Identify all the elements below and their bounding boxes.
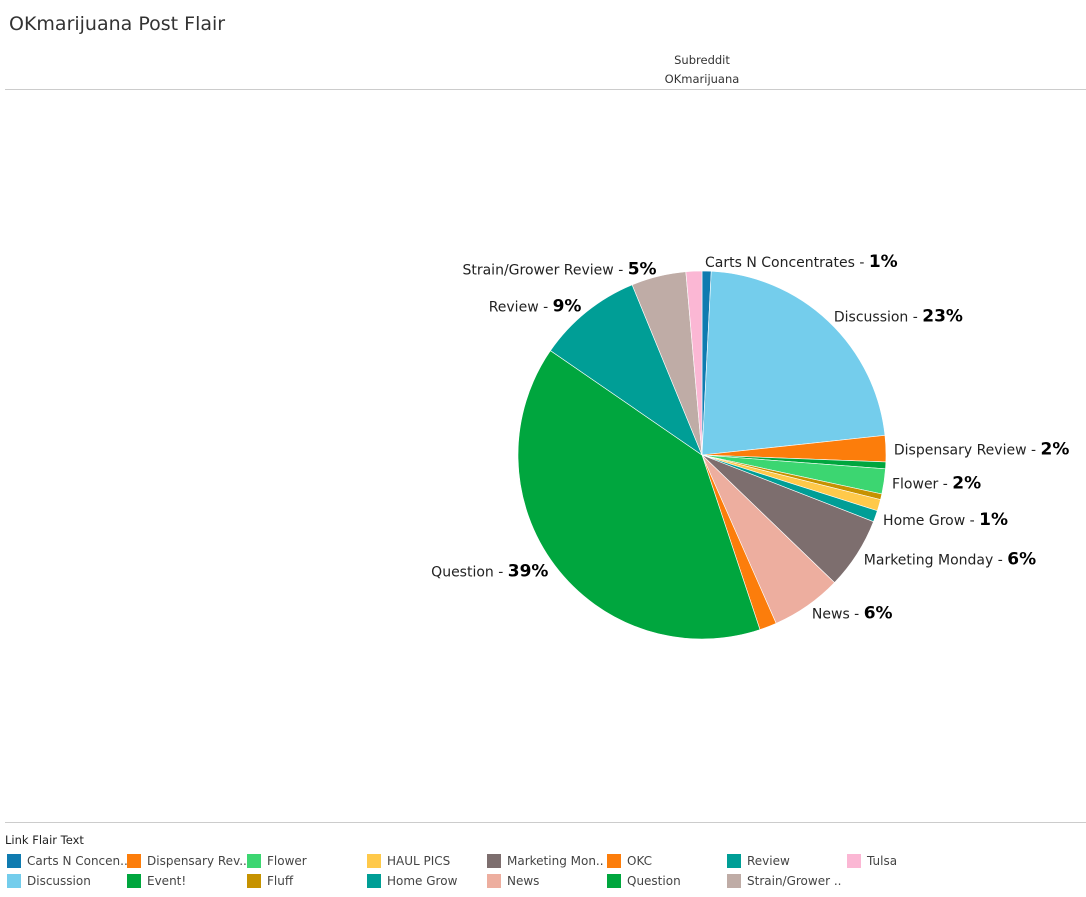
pie-slice-tulsa[interactable] [685, 270, 703, 456]
slice-label-percent: 2% [952, 474, 981, 494]
legend-item[interactable]: Home Grow [367, 871, 487, 891]
slice-label-name: Flower - [892, 477, 952, 493]
legend-swatch [7, 874, 21, 888]
legend-label: Home Grow [387, 874, 458, 888]
legend-swatch [727, 854, 741, 868]
pie-chart: Carts N Concentrates - 1% Discussion - 23… [431, 252, 1069, 640]
slice-label-percent: 2% [1040, 439, 1069, 459]
legend-item[interactable]: Discussion [7, 871, 127, 891]
legend-swatch [727, 874, 741, 888]
column-header-value: OKmarijuana [664, 72, 740, 86]
slice-label-name: Discussion - [834, 309, 922, 325]
legend-swatch [247, 854, 261, 868]
slice-label-percent: 23% [922, 306, 963, 326]
legend-label: Strain/Grower .. [747, 874, 842, 888]
slice-label: News - 6% [812, 603, 893, 623]
legend-label: Event! [147, 874, 187, 888]
legend-swatch [127, 854, 141, 868]
slice-label-percent: 9% [553, 297, 582, 317]
pie-slice-discussion[interactable] [701, 270, 886, 456]
slice-label: Home Grow - 1% [883, 510, 1008, 530]
legend-item[interactable]: Carts N Concen.. [7, 851, 128, 871]
header-divider [5, 89, 1086, 90]
legend-swatch [487, 874, 501, 888]
slice-label: Discussion - 23% [834, 306, 963, 326]
legend-swatch [7, 854, 21, 868]
legend-label: HAUL PICS [387, 854, 451, 868]
slice-label-name: Marketing Monday - [864, 552, 1007, 568]
pie-slice-review[interactable] [550, 284, 703, 456]
legend-label: Tulsa [867, 854, 898, 868]
slice-label: Marketing Monday - 6% [864, 549, 1036, 569]
legend: Carts N Concen.. Dispensary Rev.. Flower HA… [7, 851, 967, 891]
legend-swatch [487, 854, 501, 868]
legend-item[interactable]: HAUL PICS [367, 851, 487, 871]
legend-label: Question [627, 874, 681, 888]
legend-label: News [507, 874, 540, 888]
legend-item[interactable]: OKC [607, 851, 727, 871]
slice-label-percent: 6% [1007, 549, 1036, 569]
legend-swatch [607, 854, 621, 868]
slice-label-percent: 6% [864, 603, 893, 623]
legend-item[interactable]: Tulsa [847, 851, 967, 871]
slice-label-percent: 39% [508, 561, 549, 581]
legend-label: Fluff [267, 874, 294, 888]
legend-item[interactable]: Flower [247, 851, 367, 871]
legend-item[interactable]: News [487, 871, 607, 891]
legend-label: Dispensary Rev.. [147, 854, 247, 868]
slice-label: Review - 9% [489, 297, 582, 317]
legend-label: Discussion [27, 874, 91, 888]
slice-label-name: Question - [431, 564, 508, 580]
legend-label: Review [747, 854, 790, 868]
column-header-field: Subreddit [674, 53, 730, 67]
slice-label-name: Home Grow - [883, 513, 979, 529]
legend-swatch [847, 854, 861, 868]
legend-swatch [367, 874, 381, 888]
slice-label: Carts N Concentrates - 1% [705, 252, 898, 272]
legend-item[interactable]: Review [727, 851, 847, 871]
legend-item[interactable]: Dispensary Rev.. [127, 851, 247, 871]
legend-label: Carts N Concen.. [27, 854, 128, 868]
slice-label: Flower - 2% [892, 474, 981, 494]
slice-label-name: Dispensary Review - [894, 442, 1041, 458]
legend-label: Flower [267, 854, 307, 868]
slice-label: Dispensary Review - 2% [894, 439, 1069, 459]
legend-title: Link Flair Text [5, 833, 84, 847]
slice-label-name: News - [812, 606, 864, 622]
slice-label-name: Review - [489, 300, 553, 316]
legend-swatch [127, 874, 141, 888]
slice-label-name: Carts N Concentrates - [705, 255, 869, 271]
legend-item[interactable]: Event! [127, 871, 247, 891]
slice-label-percent: 1% [979, 510, 1008, 530]
legend-item[interactable]: Marketing Mon.. [487, 851, 607, 871]
legend-label: Marketing Mon.. [507, 854, 604, 868]
legend-swatch [367, 854, 381, 868]
legend-label: OKC [627, 854, 653, 868]
legend-divider [5, 822, 1086, 823]
slice-label-percent: 1% [869, 252, 898, 272]
legend-swatch [607, 874, 621, 888]
legend-item[interactable]: Question [607, 871, 727, 891]
pie-slice-question[interactable] [517, 350, 761, 640]
slice-label-name: Strain/Grower Review - [462, 262, 627, 278]
legend-swatch [247, 874, 261, 888]
legend-item[interactable]: Strain/Grower .. [727, 871, 847, 891]
legend-item[interactable]: Fluff [247, 871, 367, 891]
slice-label: Strain/Grower Review - 5% [462, 259, 656, 279]
slice-label-percent: 5% [628, 259, 657, 279]
dashboard-title: OKmarijuana Post Flair [9, 13, 226, 35]
slice-label: Question - 39% [431, 561, 548, 581]
